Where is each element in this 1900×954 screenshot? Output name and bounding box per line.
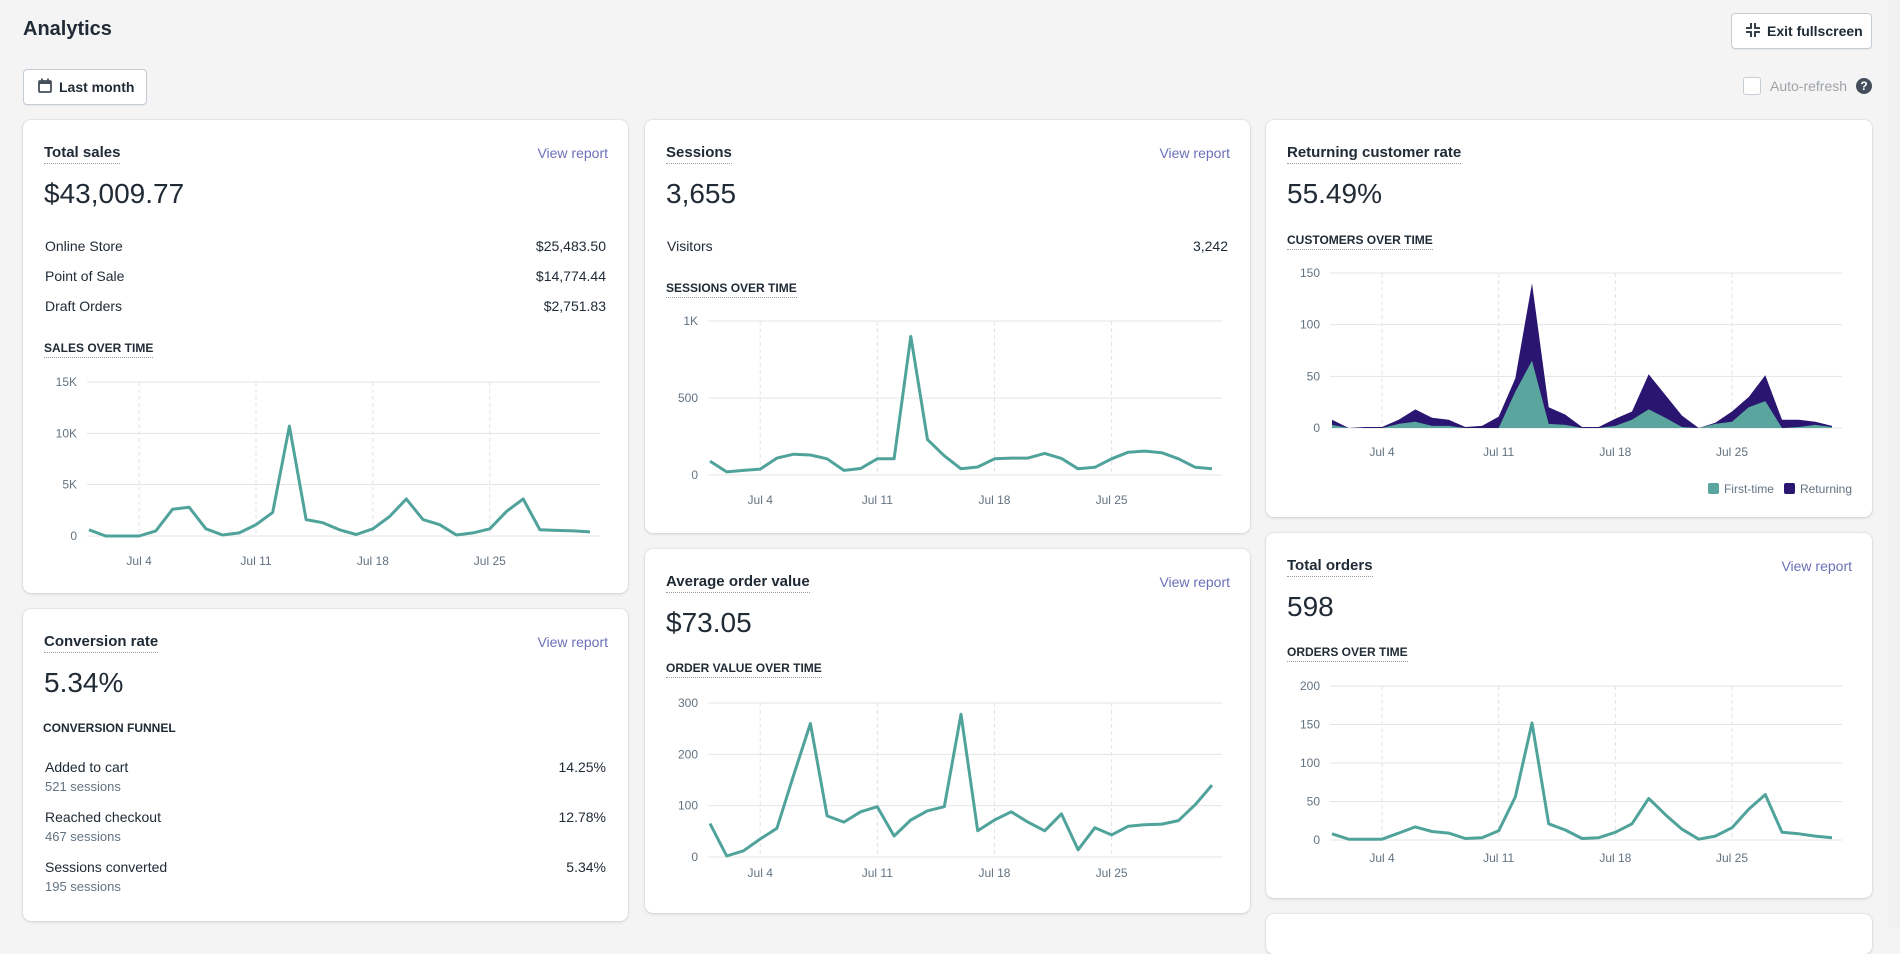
x-tick-label: Jul 11: [1483, 445, 1514, 459]
exit-fullscreen-icon: [1746, 23, 1760, 40]
order-value-over-time-chart[interactable]: 0 100 200 300 Jul 4 Jul 11 Jul 18 Jul 25: [645, 549, 1250, 913]
y-tick-label: 50: [1307, 795, 1321, 809]
x-tick-label: Jul 11: [1483, 851, 1514, 865]
next-card: [1266, 914, 1872, 954]
funnel-step-percent: 14.25%: [559, 759, 606, 775]
y-tick-label: 1K: [683, 314, 698, 328]
page-title: Analytics: [23, 18, 112, 41]
orders-over-time-chart[interactable]: 0 50 100 150 200 Jul 4 Jul 11 Jul 18 Jul 25: [1266, 533, 1872, 898]
conversion-rate-title[interactable]: Conversion rate: [44, 633, 158, 653]
returning-swatch: [1784, 483, 1795, 494]
legend-item-returning[interactable]: Returning: [1784, 482, 1852, 496]
y-tick-label: 0: [70, 529, 77, 543]
x-tick-label: Jul 4: [1369, 851, 1395, 865]
funnel-step: Sessions converted 195 sessions 5.34%: [45, 859, 606, 894]
funnel-step: Reached checkout 467 sessions 12.78%: [45, 809, 606, 844]
x-tick-label: Jul 18: [978, 493, 1010, 507]
conversion-rate-value: 5.34%: [44, 667, 123, 699]
total-orders-card: Total orders View report 598 ORDERS OVER…: [1266, 533, 1872, 898]
conversion-rate-card: Conversion rate View report 5.34% CONVER…: [23, 609, 628, 921]
first-time-swatch: [1708, 483, 1719, 494]
y-tick-label: 500: [678, 391, 698, 405]
exit-fullscreen-label: Exit fullscreen: [1767, 23, 1863, 39]
x-tick-label: Jul 4: [748, 866, 774, 880]
scrollbar[interactable]: [1888, 0, 1900, 928]
x-tick-label: Jul 18: [357, 554, 389, 568]
calendar-icon: [38, 78, 52, 96]
funnel-step-label: Reached checkout: [45, 809, 606, 825]
chart-legend: First-time Returning: [1708, 482, 1852, 496]
auto-refresh-toggle[interactable]: Auto-refresh ?: [1743, 77, 1872, 95]
average-order-value-card: Average order value View report $73.05 O…: [645, 549, 1250, 913]
series-line: [710, 336, 1212, 472]
y-tick-label: 50: [1307, 369, 1321, 383]
funnel-step-label: Added to cart: [45, 759, 606, 775]
auto-refresh-checkbox[interactable]: [1743, 77, 1761, 95]
y-tick-label: 150: [1300, 266, 1320, 280]
y-tick-label: 0: [1313, 833, 1320, 847]
x-tick-label: Jul 4: [126, 554, 152, 568]
y-tick-label: 0: [1313, 421, 1320, 435]
y-tick-label: 15K: [56, 375, 77, 389]
sales-over-time-chart[interactable]: 0 5K 10K 15K Jul 4 Jul 11 Jul 18 Jul 25: [23, 120, 628, 593]
y-tick-label: 100: [1300, 318, 1320, 332]
x-tick-label: Jul 4: [1369, 445, 1395, 459]
legend-label: First-time: [1724, 482, 1774, 496]
y-tick-label: 0: [691, 850, 698, 864]
funnel-step-percent: 12.78%: [559, 809, 606, 825]
x-tick-label: Jul 18: [1599, 851, 1631, 865]
series-line: [710, 714, 1212, 856]
conversion-rate-view-report-link[interactable]: View report: [537, 634, 608, 650]
exit-fullscreen-button[interactable]: Exit fullscreen: [1731, 13, 1872, 49]
y-tick-label: 200: [1300, 679, 1320, 693]
funnel-step-sessions: 521 sessions: [45, 779, 606, 794]
series-line: [89, 426, 590, 536]
y-tick-label: 0: [691, 468, 698, 482]
series-line: [1332, 723, 1832, 839]
x-tick-label: Jul 4: [748, 493, 774, 507]
x-tick-label: Jul 25: [1096, 866, 1128, 880]
funnel-step-sessions: 195 sessions: [45, 879, 606, 894]
y-tick-label: 300: [678, 696, 698, 710]
x-tick-label: Jul 25: [1096, 493, 1128, 507]
x-tick-label: Jul 18: [978, 866, 1010, 880]
sessions-over-time-chart[interactable]: 0 500 1K Jul 4 Jul 11 Jul 18 Jul 25: [645, 120, 1250, 533]
y-tick-label: 10K: [56, 426, 77, 440]
y-tick-label: 150: [1300, 718, 1320, 732]
y-tick-label: 5K: [62, 478, 77, 492]
x-tick-label: Jul 11: [862, 493, 893, 507]
x-tick-label: Jul 11: [240, 554, 271, 568]
auto-refresh-label: Auto-refresh: [1770, 78, 1847, 94]
funnel-step: Added to cart 521 sessions 14.25%: [45, 759, 606, 794]
funnel-step-percent: 5.34%: [566, 859, 606, 875]
sessions-card: Sessions View report 3,655 Visitors 3,24…: [645, 120, 1250, 533]
y-tick-label: 200: [678, 747, 698, 761]
x-tick-label: Jul 11: [862, 866, 893, 880]
x-tick-label: Jul 25: [1716, 851, 1748, 865]
legend-label: Returning: [1800, 482, 1852, 496]
funnel-step-sessions: 467 sessions: [45, 829, 606, 844]
date-range-label: Last month: [59, 79, 134, 95]
y-tick-label: 100: [678, 799, 698, 813]
help-icon[interactable]: ?: [1856, 78, 1872, 94]
returning-customer-rate-card: Returning customer rate 55.49% CUSTOMERS…: [1266, 120, 1872, 517]
legend-item-first-time[interactable]: First-time: [1708, 482, 1774, 496]
customers-over-time-chart[interactable]: 0 50 100 150 Jul 4 Jul 11 Jul 18 Jul 25: [1266, 120, 1872, 517]
total-sales-card: Total sales View report $43,009.77 Onlin…: [23, 120, 628, 593]
x-tick-label: Jul 25: [1716, 445, 1748, 459]
funnel-step-label: Sessions converted: [45, 859, 606, 875]
x-tick-label: Jul 25: [474, 554, 506, 568]
conversion-funnel-label: CONVERSION FUNNEL: [43, 721, 176, 735]
y-tick-label: 100: [1300, 756, 1320, 770]
x-tick-label: Jul 18: [1599, 445, 1631, 459]
date-range-button[interactable]: Last month: [23, 69, 147, 105]
